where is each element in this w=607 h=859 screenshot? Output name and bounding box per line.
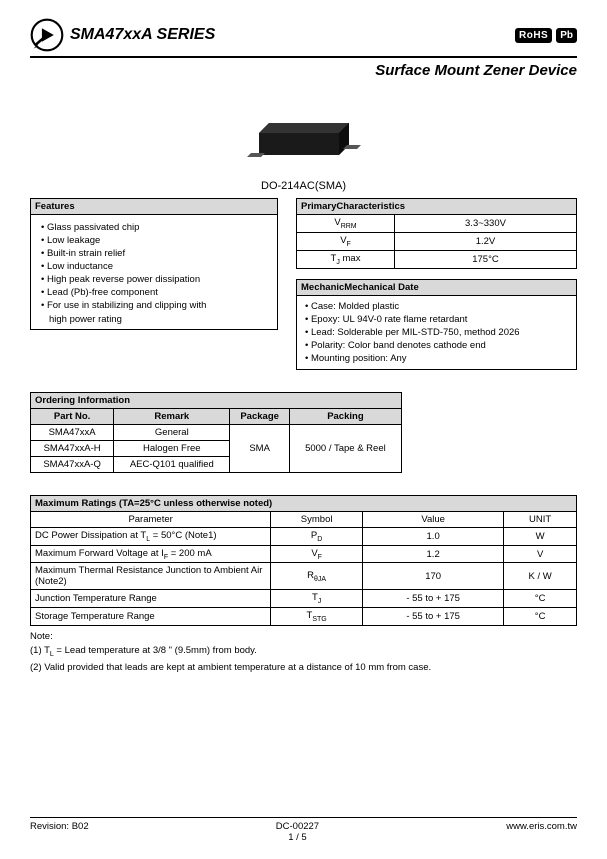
ratings-col: UNIT — [504, 511, 577, 527]
feature-item: For use in stabilizing and clipping with — [41, 299, 267, 312]
ratings-symbol: PD — [271, 527, 363, 545]
ratings-symbol: TJ — [271, 590, 363, 608]
rohs-badge: RoHS — [515, 28, 552, 43]
logo-title-group: SMA47xxA SERIES — [30, 18, 215, 52]
features-heading: Features — [31, 199, 278, 215]
mechanical-table: MechanicMechanical Date Case: Molded pla… — [296, 279, 577, 370]
ratings-unit: W — [504, 527, 577, 545]
ratings-unit: V — [504, 545, 577, 563]
ratings-param: DC Power Dissipation at TL = 50°C (Note1… — [31, 527, 271, 545]
order-packing: 5000 / Tape & Reel — [289, 424, 401, 472]
header: SMA47xxA SERIES RoHS Pb — [30, 18, 577, 52]
order-cell: SMA47xxA-H — [31, 440, 114, 456]
ratings-param: Junction Temperature Range — [31, 590, 271, 608]
ordering-table: Ordering Information Part No. Remark Pac… — [30, 392, 402, 473]
mech-item: Mounting position: Any — [305, 352, 568, 365]
mech-item: Polarity: Color band denotes cathode end — [305, 339, 568, 352]
order-package: SMA — [230, 424, 289, 472]
order-cell: Halogen Free — [114, 440, 230, 456]
order-col: Packing — [289, 408, 401, 424]
char-value: 1.2V — [395, 232, 577, 250]
ratings-unit: K / W — [504, 563, 577, 590]
features-list: Glass passivated chip Low leakage Built-… — [37, 219, 271, 314]
primary-characteristics-table: PrimaryCharacteristics VRRM 3.3~330V VF … — [296, 198, 577, 269]
char-value: 3.3~330V — [395, 215, 577, 233]
ordering-heading: Ordering Information — [31, 392, 402, 408]
order-cell: SMA47xxA-Q — [31, 456, 114, 472]
ratings-value: - 55 to + 175 — [363, 590, 504, 608]
order-cell: General — [114, 424, 230, 440]
feature-item-cont: high power rating — [37, 314, 271, 325]
header-rule — [30, 56, 577, 58]
mechanical-heading: MechanicMechanical Date — [297, 279, 577, 295]
feature-item: Low inductance — [41, 260, 267, 273]
ratings-value: 1.2 — [363, 545, 504, 563]
subtitle: Surface Mount Zener Device — [30, 62, 577, 79]
char-param: VRRM — [297, 215, 395, 233]
char-param: VF — [297, 232, 395, 250]
feature-item: Lead (Pb)-free component — [41, 286, 267, 299]
component-figure: DO-214AC(SMA) — [30, 105, 577, 192]
package-image-icon — [239, 105, 369, 175]
mech-item: Lead: Solderable per MIL-STD-750, method… — [305, 326, 568, 339]
package-label: DO-214AC(SMA) — [30, 180, 577, 192]
notes-heading: Note: — [30, 630, 577, 644]
footer-page: 1 / 5 — [288, 832, 307, 843]
feature-item: Built-in strain relief — [41, 247, 267, 260]
features-table: Features Glass passivated chip Low leaka… — [30, 198, 278, 330]
ratings-param: Maximum Thermal Resistance Junction to A… — [31, 563, 271, 590]
order-col: Remark — [114, 408, 230, 424]
pb-badge: Pb — [556, 28, 577, 43]
mech-item: Epoxy: UL 94V-0 rate flame retardant — [305, 313, 568, 326]
ratings-param: Maximum Forward Voltage at IF = 200 mA — [31, 545, 271, 563]
char-value: 175°C — [395, 250, 577, 268]
ratings-col: Value — [363, 511, 504, 527]
ratings-unit: °C — [504, 590, 577, 608]
order-cell: SMA47xxA — [31, 424, 114, 440]
ratings-col: Symbol — [271, 511, 363, 527]
series-title: SMA47xxA SERIES — [70, 26, 215, 44]
order-col: Package — [230, 408, 289, 424]
order-col: Part No. — [31, 408, 114, 424]
ratings-table: Maximum Ratings (TA=25°C unless otherwis… — [30, 495, 577, 627]
char-param: TJ max — [297, 250, 395, 268]
note-item: (1) TL = Lead temperature at 3/8 " (9.5m… — [30, 644, 577, 660]
order-cell: AEC-Q101 qualified — [114, 456, 230, 472]
ratings-symbol: VF — [271, 545, 363, 563]
feature-item: Low leakage — [41, 234, 267, 247]
feature-item: Glass passivated chip — [41, 221, 267, 234]
footer: Revision: B02 DC-00227 1 / 5 www.eris.co… — [30, 817, 577, 843]
footer-rule — [30, 817, 577, 818]
ratings-value: 1.0 — [363, 527, 504, 545]
note-item: (2) Valid provided that leads are kept a… — [30, 661, 577, 675]
ratings-col: Parameter — [31, 511, 271, 527]
ratings-unit: °C — [504, 608, 577, 626]
ratings-value: 170 — [363, 563, 504, 590]
feature-item: High peak reverse power dissipation — [41, 273, 267, 286]
ratings-symbol: TSTG — [271, 608, 363, 626]
mechanical-list: Case: Molded plastic Epoxy: UL 94V-0 rat… — [301, 298, 572, 367]
footer-revision: Revision: B02 — [30, 821, 89, 843]
footer-doc: DC-00227 — [276, 821, 319, 832]
mech-item: Case: Molded plastic — [305, 300, 568, 313]
ratings-value: - 55 to + 175 — [363, 608, 504, 626]
compliance-badges: RoHS Pb — [515, 28, 577, 43]
footer-url: www.eris.com.tw — [506, 821, 577, 843]
company-logo-icon — [30, 18, 64, 52]
ratings-heading: Maximum Ratings (TA=25°C unless otherwis… — [31, 495, 577, 511]
ratings-symbol: RθJA — [271, 563, 363, 590]
primary-char-heading: PrimaryCharacteristics — [297, 199, 577, 215]
notes-section: Note: (1) TL = Lead temperature at 3/8 "… — [30, 630, 577, 675]
ratings-param: Storage Temperature Range — [31, 608, 271, 626]
